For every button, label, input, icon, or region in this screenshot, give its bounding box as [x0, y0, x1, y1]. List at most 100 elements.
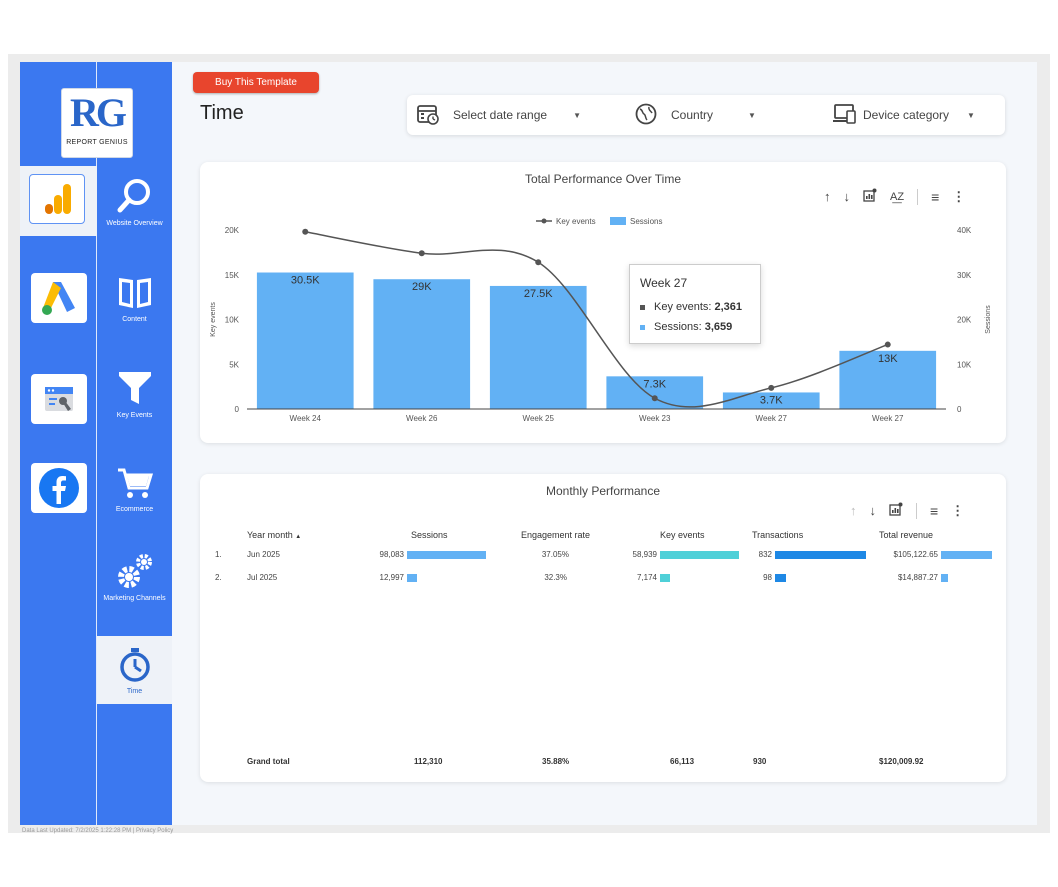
- y-tick-left: 0: [235, 405, 240, 414]
- key-events-bar: [660, 574, 670, 582]
- revenue-bar: [941, 574, 948, 582]
- transactions-bar: [775, 551, 866, 559]
- chevron-down-icon: ▼: [748, 110, 756, 120]
- sort-az-icon[interactable]: A͟Z: [890, 190, 905, 203]
- row-index: 2.: [215, 573, 222, 582]
- col-header-engagement-rate[interactable]: Engagement rate: [521, 530, 591, 540]
- y-tick-left: 5K: [229, 360, 239, 369]
- filter-bar: Select date range ▼ Country ▼ Device cat…: [407, 95, 1005, 135]
- nav-website-overview[interactable]: Website Overview: [97, 176, 172, 236]
- buy-template-button[interactable]: Buy This Template: [193, 72, 319, 93]
- total-revenue: $120,009.92: [879, 757, 924, 766]
- cell-engagement-rate: 32.3%: [544, 573, 567, 582]
- nav-content[interactable]: Content: [97, 272, 172, 332]
- sort-ascending-icon[interactable]: ↑: [850, 503, 857, 518]
- x-tick-label: Week 23: [639, 414, 671, 423]
- legend-sessions-label: Sessions: [630, 217, 662, 226]
- sessions-bar: [407, 551, 486, 559]
- cell-transactions: 832: [758, 550, 772, 559]
- nav-label: Content: [122, 316, 147, 323]
- tooltip-value: 2,361: [714, 301, 743, 313]
- cell-total-revenue: $14,887.27: [897, 573, 938, 582]
- sort-ascending-icon[interactable]: ↑: [824, 189, 831, 204]
- google-ads-icon[interactable]: [31, 273, 87, 323]
- cart-icon: [97, 466, 172, 502]
- device-category-filter[interactable]: Device category ▼: [833, 95, 1003, 135]
- sessions-data-label: 27.5K: [524, 288, 553, 300]
- key-events-point: [302, 228, 309, 235]
- col-header-sessions[interactable]: Sessions: [411, 530, 448, 540]
- tooltip-label: Key events:: [654, 301, 712, 313]
- col-header-year-month[interactable]: Year month ▲: [247, 530, 301, 540]
- table-title: Monthly Performance: [545, 484, 661, 498]
- google-analytics-icon[interactable]: [29, 174, 85, 224]
- key-events-point: [535, 259, 542, 266]
- search-console-icon[interactable]: [31, 374, 87, 424]
- x-tick-label: Week 24: [290, 414, 322, 423]
- chevron-down-icon: ▼: [967, 110, 975, 120]
- nav-time[interactable]: Time: [97, 636, 172, 704]
- rail-divider: [96, 62, 97, 825]
- y-tick-right: 30K: [957, 271, 972, 280]
- total-key-events: 66,113: [670, 757, 695, 766]
- cell-key-events: 7,174: [636, 573, 657, 582]
- chevron-down-icon: ▼: [573, 110, 581, 120]
- key-events-bar: [660, 551, 739, 559]
- x-tick-label: Week 27: [872, 414, 904, 423]
- cell-year-month: Jul 2025: [247, 573, 278, 582]
- col-header-key-events[interactable]: Key events: [660, 530, 705, 540]
- cell-year-month: Jun 2025: [247, 550, 280, 559]
- col-header-total-revenue[interactable]: Total revenue: [879, 530, 934, 540]
- sort-descending-icon[interactable]: ↓: [869, 503, 877, 518]
- report-genius-logo[interactable]: RG REPORT GENIUS: [61, 88, 133, 158]
- more-options-icon[interactable]: ⋮: [952, 188, 966, 204]
- nav-key-events[interactable]: Key Events: [97, 368, 172, 428]
- tooltip-row-sessions: Sessions: 3,659: [640, 321, 732, 333]
- legend-key-events-marker: [541, 218, 547, 224]
- filter-icon[interactable]: ≡: [931, 188, 940, 205]
- cell-engagement-rate: 37.05%: [541, 550, 569, 559]
- x-tick-label: Week 26: [406, 414, 438, 423]
- total-transactions: 930: [753, 757, 767, 766]
- device-icon: [833, 103, 857, 128]
- stopwatch-icon: [97, 644, 172, 684]
- transactions-bar: [775, 574, 786, 582]
- filter-icon[interactable]: ≡: [930, 502, 939, 519]
- date-range-filter[interactable]: Select date range ▼: [417, 95, 607, 135]
- logo-mark: RG: [70, 90, 127, 135]
- sort-descending-icon[interactable]: ↓: [843, 189, 851, 204]
- sessions-bar: [722, 392, 820, 409]
- nav-label: Key Events: [116, 412, 153, 419]
- sessions-swatch: [640, 324, 645, 330]
- more-options-icon[interactable]: ⋮: [951, 502, 965, 518]
- funnel-icon: [97, 368, 172, 408]
- facebook-icon[interactable]: [31, 463, 87, 513]
- nav-ecommerce[interactable]: Ecommerce: [97, 466, 172, 526]
- book-icon: [97, 272, 172, 312]
- tooltip-title: Week 27: [640, 276, 688, 290]
- toolbar-divider: [916, 502, 917, 519]
- sessions-bar: [489, 285, 587, 409]
- grand-total-label: Grand total: [247, 757, 290, 766]
- cell-key-events: 58,939: [632, 550, 657, 559]
- nav-marketing-channels[interactable]: Marketing Channels: [97, 551, 172, 611]
- tooltip-label: Sessions:: [654, 321, 702, 333]
- device-category-label: Device category: [863, 108, 950, 122]
- drill-down-icon[interactable]: [863, 188, 877, 205]
- magnifier-icon: [97, 176, 172, 216]
- y-axis-title-right: Sessions: [985, 305, 992, 334]
- key-events-point: [884, 341, 891, 348]
- nav-label: Website Overview: [106, 220, 163, 227]
- sessions-bar: [839, 350, 937, 409]
- sort-indicator-icon: ▲: [295, 534, 302, 540]
- sessions-data-label: 30.5K: [291, 275, 320, 287]
- col-header-transactions[interactable]: Transactions: [752, 530, 804, 540]
- date-range-label: Select date range: [453, 108, 548, 122]
- country-filter[interactable]: Country ▼: [635, 95, 785, 135]
- tooltip-value: 3,659: [704, 321, 733, 333]
- revenue-bar: [941, 551, 992, 559]
- nav-label: Time: [126, 688, 143, 695]
- drill-down-icon[interactable]: [889, 502, 903, 519]
- toolbar-divider: [917, 188, 919, 205]
- sessions-data-label: 13K: [878, 353, 898, 365]
